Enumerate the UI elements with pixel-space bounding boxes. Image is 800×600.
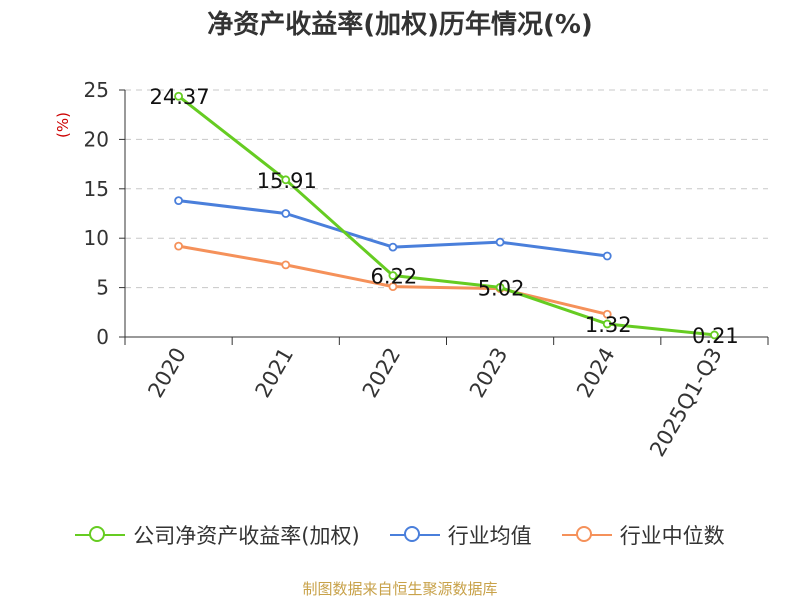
y-axis-label: (%) — [54, 112, 72, 138]
x-tick-label: 2025Q1-Q3 — [645, 344, 727, 461]
data-point — [281, 260, 291, 270]
legend-marker-icon — [389, 523, 440, 547]
data-point — [388, 271, 398, 280]
data-point — [388, 242, 398, 252]
y-tick-label: 10 — [84, 226, 109, 250]
x-tick-label: 2020 — [143, 344, 191, 402]
x-tick-label: 2022 — [358, 344, 406, 402]
legend-label: 行业均值 — [447, 524, 532, 548]
legend-label: 行业中位数 — [619, 524, 725, 548]
data-label: 5.02 — [478, 276, 525, 300]
data-point — [174, 91, 183, 101]
x-tick-label: 2021 — [251, 344, 299, 402]
data-point — [281, 209, 291, 218]
legend-item-industry-mean[interactable]: 行业均值 — [389, 520, 532, 550]
legend-marker-icon — [561, 523, 612, 547]
y-tick-label: 5 — [96, 276, 109, 300]
data-label: 1.32 — [585, 313, 632, 337]
data-label: 6.22 — [371, 265, 418, 289]
data-label: 0.21 — [692, 324, 739, 348]
legend-marker-icon — [75, 523, 126, 547]
legend-item-company-roe[interactable]: 公司净资产收益率(加权) — [75, 520, 360, 550]
data-point — [174, 241, 183, 251]
data-point — [602, 319, 612, 329]
data-point — [281, 175, 291, 185]
x-tick-label: 2024 — [572, 344, 620, 402]
legend-item-industry-median[interactable]: 行业中位数 — [561, 520, 725, 550]
data-point — [495, 283, 505, 292]
data-point — [602, 309, 612, 319]
x-tick-label: 2023 — [465, 344, 513, 402]
data-point — [710, 330, 719, 340]
y-tick-label: 15 — [84, 177, 109, 201]
data-label: 15.91 — [257, 169, 317, 193]
chart-legend: 公司净资产收益率(加权) 行业均值 行业中位数 — [0, 520, 800, 550]
series-line — [177, 95, 715, 337]
data-point — [495, 237, 505, 247]
data-point — [602, 251, 612, 261]
data-point — [174, 196, 183, 206]
y-tick-label: 20 — [84, 127, 109, 151]
y-tick-label: 0 — [96, 325, 109, 349]
legend-label: 公司净资产收益率(加权) — [133, 524, 360, 548]
y-tick-label: 25 — [84, 78, 109, 102]
source-note: 制图数据来自恒生聚源数据库 — [302, 580, 498, 598]
data-point — [388, 282, 398, 292]
chart-title: 净资产收益率(加权)历年情况(%) — [207, 10, 593, 40]
data-label: 24.37 — [150, 85, 210, 109]
